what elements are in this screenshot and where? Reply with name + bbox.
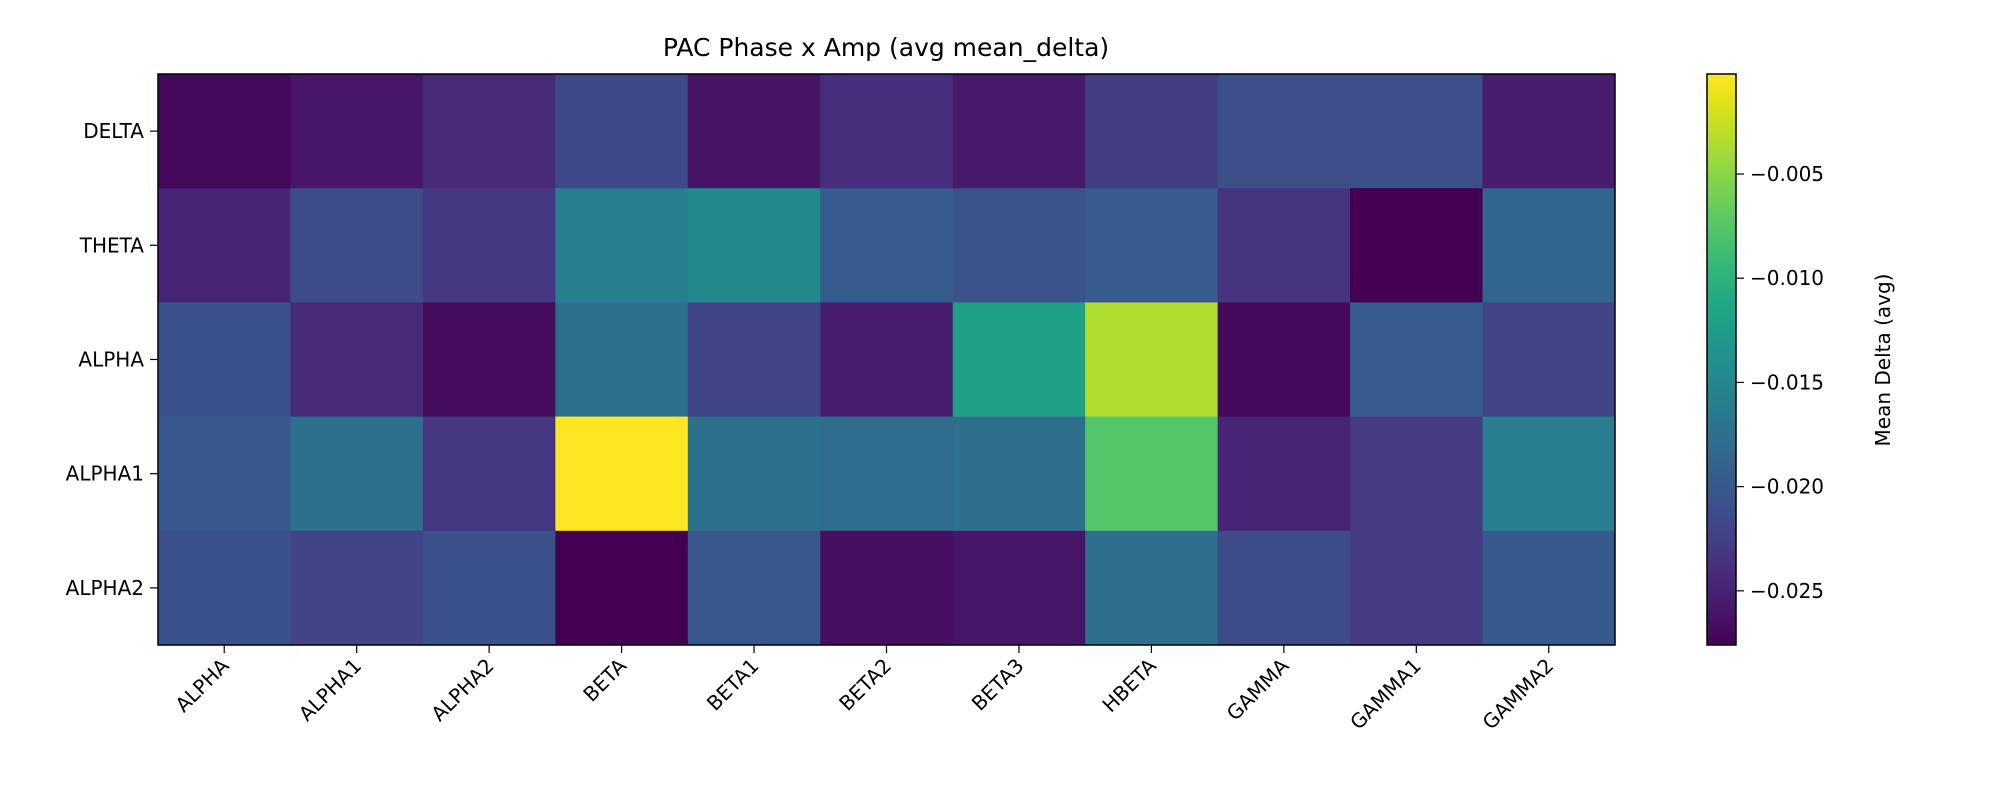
heatmap-cell xyxy=(687,74,821,189)
heatmap-cell xyxy=(1350,302,1484,418)
x-tick-label: GAMMA xyxy=(1222,653,1294,725)
heatmap-cell xyxy=(290,74,424,189)
plot-frame xyxy=(157,73,1616,646)
heatmap-cell xyxy=(952,416,1086,532)
heatmap-cell xyxy=(290,302,424,418)
heatmap-cell xyxy=(555,188,689,303)
heatmap-cell xyxy=(1217,302,1351,418)
heatmap-cell xyxy=(687,302,821,418)
colorbar-tick-label: −0.010 xyxy=(1750,266,1824,290)
heatmap-cell xyxy=(158,74,291,189)
y-tick-label: ALPHA xyxy=(78,348,144,372)
x-tick-label: GAMMA1 xyxy=(1345,654,1426,735)
heatmap-cell xyxy=(1217,74,1351,189)
colorbar-axis: −0.025 −0.020 −0.015 −0.010 −0.005 xyxy=(1736,162,1824,603)
heatmap-cell xyxy=(687,416,821,532)
heatmap-cell xyxy=(1085,530,1219,646)
heatmap-cell xyxy=(687,188,821,303)
x-tick-label: ALPHA2 xyxy=(426,654,498,726)
y-tick-label: ALPHA2 xyxy=(66,576,144,600)
y-tick-label: ALPHA1 xyxy=(66,462,144,486)
x-tick-label: GAMMA2 xyxy=(1478,654,1559,735)
chart-title: PAC Phase x Amp (avg mean_delta) xyxy=(663,33,1109,62)
heatmap-cell xyxy=(687,530,821,646)
x-tick-label: ALPHA xyxy=(170,653,234,717)
heatmap-cell xyxy=(1217,416,1351,532)
heatmap-cell xyxy=(820,302,954,418)
heatmap-cell xyxy=(158,302,291,418)
heatmap-cell xyxy=(1350,416,1484,532)
y-tick-label: DELTA xyxy=(83,119,144,143)
heatmap-cell xyxy=(1350,530,1484,646)
heatmap-cell xyxy=(422,530,556,646)
heatmap-cells xyxy=(158,74,1616,646)
heatmap-cell xyxy=(1085,302,1219,418)
x-tick-label: HBETA xyxy=(1097,653,1161,717)
heatmap-cell xyxy=(1482,188,1616,303)
colorbar-tick-label: −0.020 xyxy=(1750,475,1824,499)
heatmap-cell xyxy=(555,74,689,189)
heatmap-cell xyxy=(952,530,1086,646)
heatmap-cell xyxy=(555,416,689,532)
heatmap-cell xyxy=(158,416,291,532)
colorbar xyxy=(1706,73,1737,646)
heatmap-cell xyxy=(820,74,954,189)
heatmap-cell xyxy=(1482,302,1616,418)
colorbar-tick-label: −0.025 xyxy=(1750,579,1824,603)
heatmap-cell xyxy=(290,416,424,532)
heatmap-cell xyxy=(158,188,291,303)
heatmap-cell xyxy=(158,530,291,646)
heatmap-cell xyxy=(952,74,1086,189)
heatmap-cell xyxy=(1482,530,1616,646)
heatmap-cell xyxy=(820,416,954,532)
heatmap-cell xyxy=(1217,188,1351,303)
heatmap-cell xyxy=(1350,74,1484,189)
heatmap-cell xyxy=(422,74,556,189)
heatmap-cell xyxy=(1482,74,1616,189)
heatmap-cell xyxy=(290,188,424,303)
heatmap-cell xyxy=(1217,530,1351,646)
heatmap-cell xyxy=(422,416,556,532)
x-tick-label: BETA3 xyxy=(967,654,1029,716)
y-axis: DELTA THETA ALPHA ALPHA1 ALPHA2 xyxy=(66,119,158,600)
heatmap-cell xyxy=(1085,416,1219,532)
heatmap-cell xyxy=(820,530,954,646)
heatmap-cell xyxy=(555,530,689,646)
x-tick-label: ALPHA1 xyxy=(294,654,366,726)
x-axis: ALPHA ALPHA1 ALPHA2 BETA BETA1 BETA2 BETA3 HBET… xyxy=(170,645,1558,734)
heatmap-cell xyxy=(1482,416,1616,532)
heatmap-cell xyxy=(422,302,556,418)
heatmap-cell xyxy=(1350,188,1484,303)
heatmap-cell xyxy=(555,302,689,418)
heatmap-cell xyxy=(952,188,1086,303)
heatmap-cell xyxy=(952,302,1086,418)
colorbar-tick-label: −0.005 xyxy=(1750,162,1824,186)
heatmap-cell xyxy=(1085,188,1219,303)
x-tick-label: BETA2 xyxy=(834,654,896,716)
heatmap-cell xyxy=(290,530,424,646)
heatmap-cell xyxy=(1085,74,1219,189)
colorbar-tick-label: −0.015 xyxy=(1750,370,1824,394)
colorbar-label: Mean Delta (avg) xyxy=(1871,274,1895,447)
heatmap-cell xyxy=(820,188,954,303)
x-tick-label: BETA1 xyxy=(702,654,764,716)
x-tick-label: BETA xyxy=(578,653,631,706)
heatmap-cell xyxy=(422,188,556,303)
y-tick-label: THETA xyxy=(79,233,145,257)
